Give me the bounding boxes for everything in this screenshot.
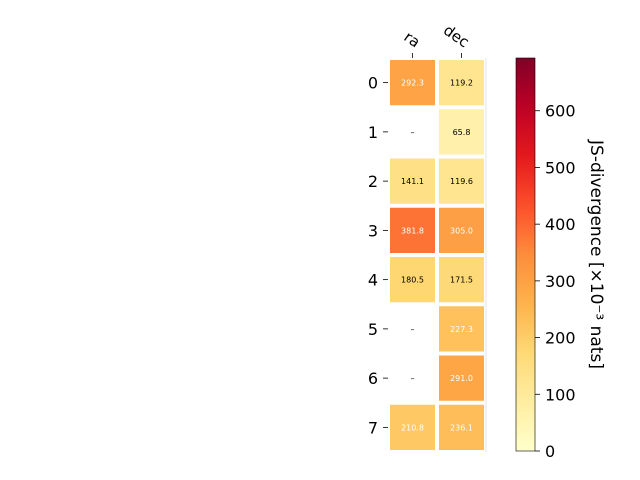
heatmap-cell xyxy=(390,207,435,253)
cell-value-label: 381.8 xyxy=(401,226,424,235)
colorbar-tick-label: 200 xyxy=(545,329,576,348)
colorbar-label: JS-divergence [×10⁻³ nats] xyxy=(586,139,606,369)
cell-value-label: 227.3 xyxy=(450,325,473,334)
cell-value-label: – xyxy=(411,128,415,137)
heatmap-cell xyxy=(439,257,484,303)
heatmap-cell xyxy=(439,355,484,401)
colorbar-tick-label: 0 xyxy=(545,442,555,461)
heatmap-cell xyxy=(439,109,484,155)
row-label: 2 xyxy=(368,172,378,191)
colorbar-tick-label: 400 xyxy=(545,215,576,234)
cell-value-label: 210.8 xyxy=(401,423,424,432)
row-labels: 0 1 2 3 4 5 6 7 xyxy=(368,74,388,437)
heatmap-cell xyxy=(390,257,435,303)
colorbar-tick-label: 100 xyxy=(545,385,576,404)
column-label: dec xyxy=(440,21,472,51)
row-label: 1 xyxy=(368,123,378,142)
row-label: 0 xyxy=(368,74,378,93)
row-label: 5 xyxy=(368,320,378,339)
column-labels: ra dec xyxy=(401,21,473,58)
colorbar-tick-label: 500 xyxy=(545,158,576,177)
heatmap-cell xyxy=(390,404,435,450)
cell-value-label: 119.6 xyxy=(450,177,473,186)
cell-value-label: 180.5 xyxy=(401,276,424,285)
cell-value-label: 65.8 xyxy=(453,128,471,137)
heatmap-cell xyxy=(439,60,484,106)
cell-value-label: 171.5 xyxy=(450,276,473,285)
cell-value-label: 119.2 xyxy=(450,79,473,88)
heatmap-cell xyxy=(390,158,435,204)
colorbar-gradient xyxy=(515,57,536,452)
heatmap-cell xyxy=(390,60,435,106)
row-label: 4 xyxy=(368,271,378,290)
cell-value-label: – xyxy=(411,374,415,383)
heatmap-cell xyxy=(439,404,484,450)
cell-value-label: 292.3 xyxy=(401,79,424,88)
colorbar: 0 100 200 300 400 500 600 JS-divergence [×10⁻³ … xyxy=(515,57,606,461)
colorbar-tick-label: 600 xyxy=(545,102,576,121)
heatmap-cell xyxy=(439,158,484,204)
heatmap-grid: 292.3 119.2 – 65.8 141.1 119.6 381.8 305.0 180.5… xyxy=(390,58,487,452)
heatmap-cell xyxy=(439,306,484,352)
cell-value-label: 305.0 xyxy=(450,226,473,235)
row-label: 7 xyxy=(368,418,378,437)
colorbar-tick-label: 300 xyxy=(545,272,576,291)
cell-value-label: – xyxy=(411,325,415,334)
row-label: 3 xyxy=(368,221,378,240)
row-label: 6 xyxy=(368,369,378,388)
cell-value-label: 141.1 xyxy=(401,177,424,186)
heatmap-cell xyxy=(439,207,484,253)
column-label: ra xyxy=(401,28,424,52)
cell-value-label: 236.1 xyxy=(450,423,473,432)
cell-value-label: 291.0 xyxy=(450,374,473,383)
